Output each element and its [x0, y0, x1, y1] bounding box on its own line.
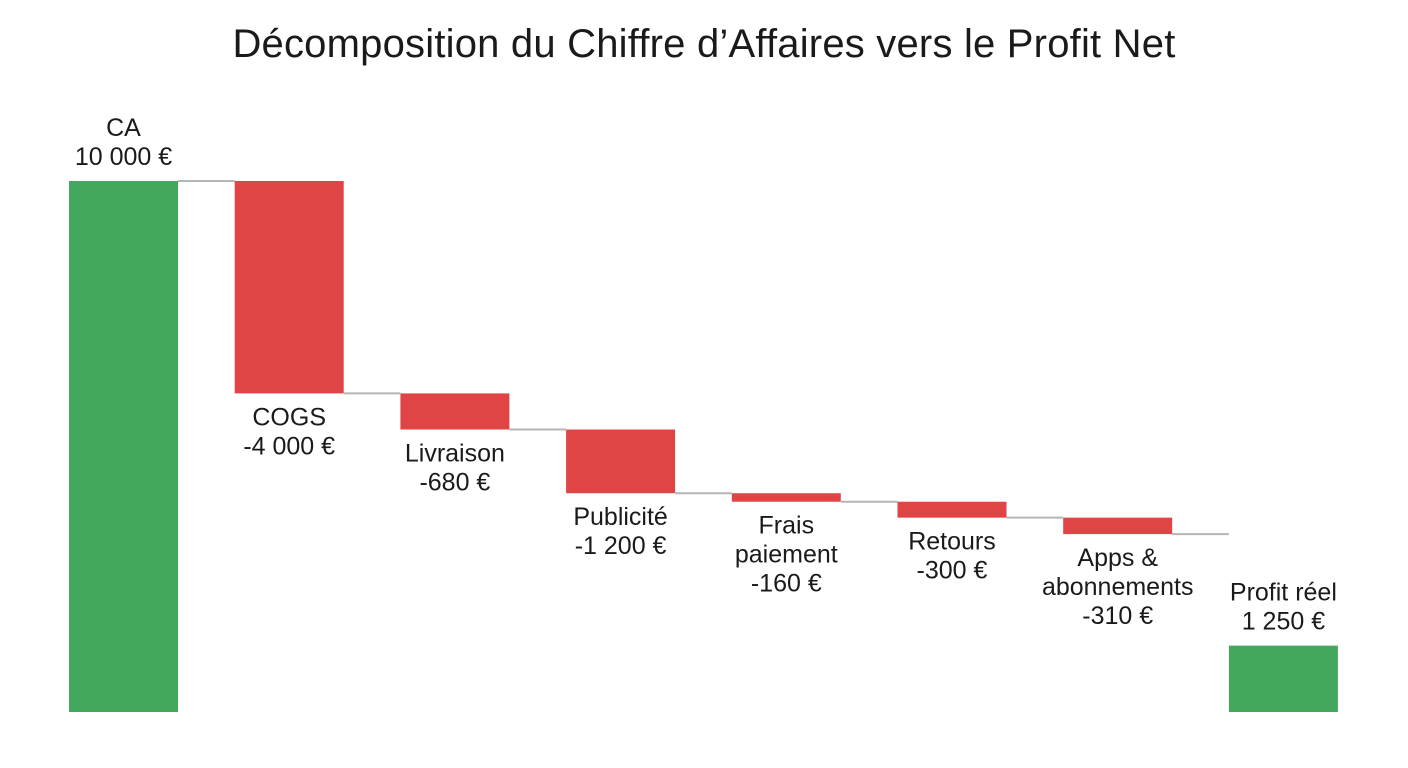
bar-value-label: -310 € — [1082, 602, 1153, 630]
bar-value-label: -680 € — [419, 469, 490, 497]
bar-category-label: Livraison — [405, 440, 505, 468]
bar-value-label: -4 000 € — [243, 432, 335, 460]
bar-value-label: -160 € — [751, 570, 822, 598]
waterfall-bar — [400, 393, 510, 430]
bar-category-label: Profit réel — [1230, 579, 1337, 607]
waterfall-bar — [1063, 517, 1173, 535]
bar-category-label: Retours — [908, 528, 996, 556]
bar-category-label: abonnements — [1042, 573, 1194, 601]
bar-value-label: -300 € — [917, 557, 988, 585]
bar-category-label: Apps & — [1077, 544, 1158, 572]
waterfall-bar — [731, 493, 841, 502]
bar-value-label: 1 250 € — [1242, 608, 1326, 636]
bar-category-label: Frais — [759, 512, 815, 540]
bar-category-label: CA — [106, 114, 141, 142]
waterfall-bar — [69, 181, 178, 712]
waterfall-bar — [566, 429, 676, 494]
waterfall-bar — [897, 501, 1007, 518]
chart-title: Décomposition du Chiffre d’Affaires vers… — [232, 22, 1176, 66]
bar-value-label: 10 000 € — [75, 143, 172, 171]
waterfall-bar — [1228, 645, 1338, 712]
bar-category-label: COGS — [252, 403, 326, 431]
waterfall-bar — [234, 181, 344, 394]
bar-value-label: -1 200 € — [575, 532, 667, 560]
bar-category-label: paiement — [735, 541, 838, 569]
bar-category-label: Publicité — [573, 503, 668, 531]
